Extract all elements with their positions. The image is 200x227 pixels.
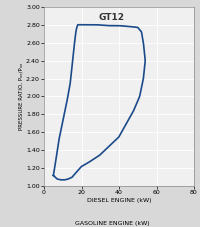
Y-axis label: PRESSURE RATIO, Pₒₑ/Pₒₑ: PRESSURE RATIO, Pₒₑ/Pₒₑ: [18, 63, 23, 130]
Text: GT12: GT12: [98, 13, 124, 22]
Text: GASOLINE ENGINE (kW): GASOLINE ENGINE (kW): [75, 221, 149, 226]
X-axis label: DIESEL ENGINE (kW): DIESEL ENGINE (kW): [87, 198, 151, 203]
